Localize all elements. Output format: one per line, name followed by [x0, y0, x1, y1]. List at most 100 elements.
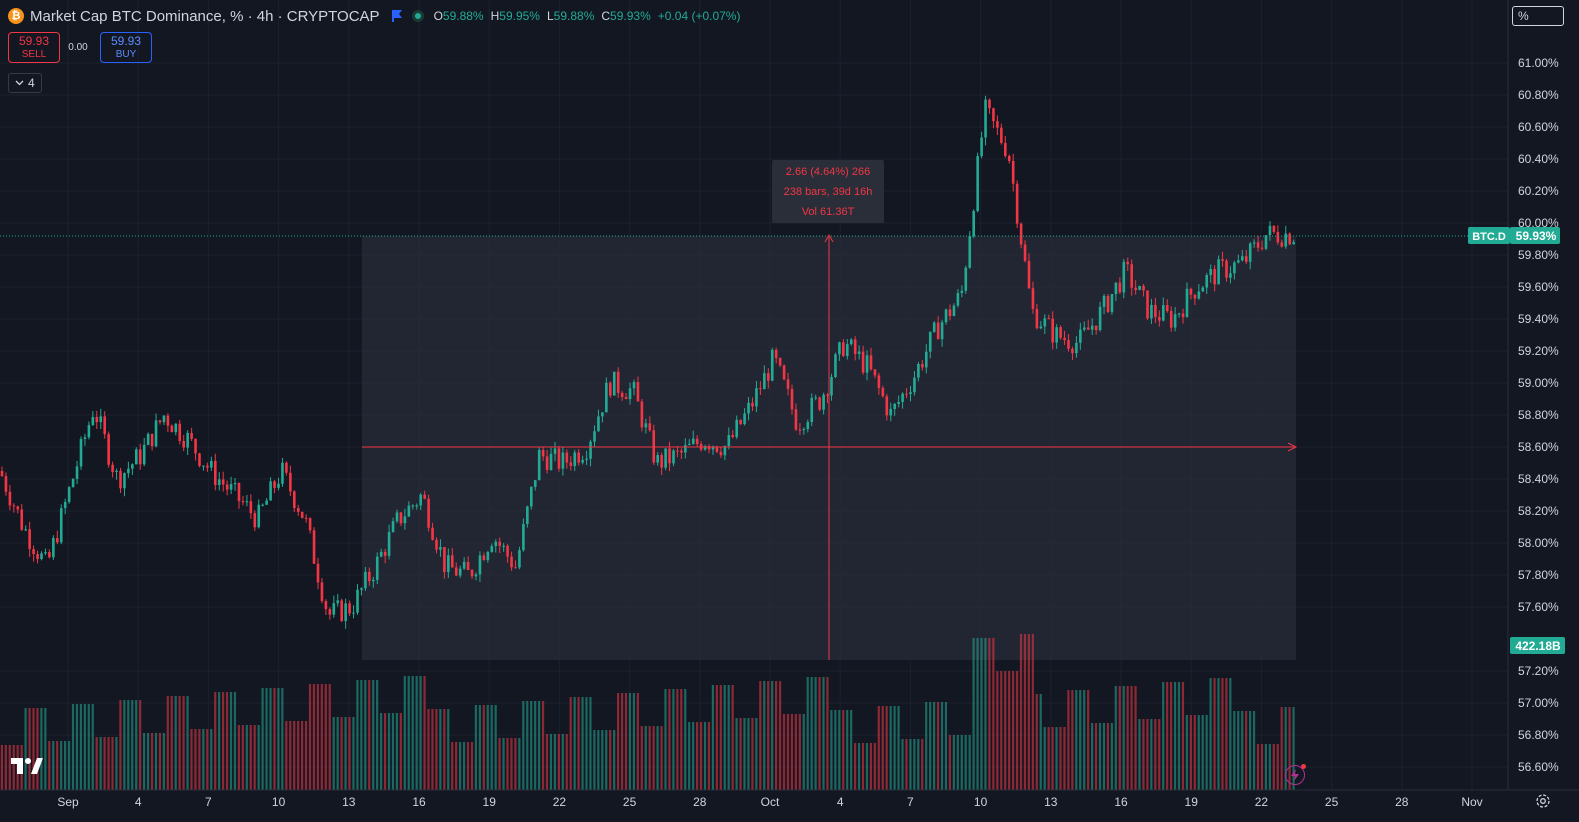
buy-button[interactable]: 59.93 BUY — [100, 32, 152, 63]
candle-body — [1158, 317, 1161, 321]
tradingview-logo-icon[interactable] — [11, 758, 43, 775]
volume-bar — [672, 689, 675, 790]
volume-bar — [1241, 711, 1244, 790]
volume-bar — [502, 738, 505, 790]
volume-bar — [245, 725, 248, 790]
candle-body — [383, 551, 387, 556]
candle-body — [16, 506, 20, 510]
volume-bar — [664, 689, 667, 790]
volume-bar — [656, 726, 659, 790]
candle-body — [857, 351, 861, 355]
candle-body — [1276, 231, 1280, 243]
candle-body — [1252, 242, 1256, 244]
candle-body — [1142, 285, 1145, 291]
volume-bar — [380, 713, 383, 790]
candle-body — [1083, 327, 1086, 330]
market-status-icon[interactable] — [411, 10, 424, 22]
volume-bar — [668, 689, 671, 790]
candle-body — [241, 501, 245, 503]
time-tick-label: 7 — [907, 795, 914, 809]
candle-body — [1284, 233, 1288, 247]
lightning-icon[interactable] — [1285, 764, 1306, 785]
volume-bar — [1201, 715, 1204, 790]
volume-bar — [526, 701, 529, 790]
volume-bar — [1114, 686, 1117, 790]
time-tick-label: 4 — [135, 795, 142, 809]
volume-bar — [869, 743, 872, 790]
candle-body — [63, 501, 67, 509]
candle-body — [684, 444, 687, 453]
candle-body — [577, 452, 580, 463]
volume-bar — [581, 697, 584, 790]
candle-body — [332, 603, 336, 615]
price-tick-label: 58.80% — [1518, 408, 1559, 422]
volume-bar — [727, 685, 730, 790]
volume-bar — [1122, 686, 1125, 790]
sell-button[interactable]: 59.93 SELL — [8, 32, 60, 63]
volume-bar — [324, 684, 327, 790]
candle-body — [48, 552, 51, 558]
candle-body — [814, 397, 817, 399]
volume-bar — [474, 705, 477, 790]
symbol-title[interactable]: Market Cap BTC Dominance, % · 4h · CRYPT… — [30, 7, 380, 25]
indicators-toggle-button[interactable]: 4 — [8, 73, 42, 93]
candle-body — [1071, 348, 1074, 354]
candle-body — [956, 293, 960, 306]
measure-tool — [362, 233, 1298, 660]
candle-body — [735, 419, 738, 438]
volume-bar — [241, 725, 244, 790]
volume-bar — [60, 741, 63, 790]
volume-bar — [1237, 711, 1240, 790]
volume-bar — [684, 689, 687, 790]
flag-icon[interactable] — [391, 10, 402, 22]
candle-body — [533, 480, 537, 487]
volume-bar — [1217, 678, 1220, 790]
candle-body — [324, 601, 328, 610]
candle-body — [1126, 261, 1130, 265]
candle-body — [1288, 233, 1291, 245]
candle-body — [834, 354, 837, 378]
volume-bar — [775, 681, 778, 790]
volume-bar — [818, 677, 821, 790]
volume-bar — [186, 696, 189, 790]
volume-bar — [597, 730, 600, 790]
candle-body — [135, 449, 138, 465]
ohlc-key: C — [601, 9, 611, 23]
volume-bar — [620, 693, 624, 790]
ohlc-values: O59.88% H59.95% L59.88% C59.93% +0.04 (+… — [434, 9, 741, 23]
volume-bar — [194, 729, 197, 790]
settings-gear-icon[interactable] — [1534, 792, 1552, 810]
volume-bar — [854, 743, 857, 790]
price-tick-label: 57.80% — [1518, 568, 1559, 582]
candle-body — [826, 394, 829, 396]
candle-body — [921, 363, 924, 368]
volume-bar — [735, 718, 738, 790]
candle-body — [1047, 318, 1051, 320]
volume-bar — [711, 685, 714, 790]
candle-body — [1205, 275, 1209, 288]
candle-body — [1138, 285, 1141, 291]
scale-mode-button[interactable]: % — [1512, 6, 1564, 26]
volume-bar — [1284, 707, 1287, 790]
volume-bar — [455, 742, 458, 790]
volume-bar — [308, 684, 312, 790]
candle-body — [403, 516, 407, 524]
volume-bar — [1102, 723, 1106, 790]
volume-bar — [715, 685, 718, 790]
volume-bar — [589, 697, 592, 790]
measure-bars: 238 bars, 39d 16h — [783, 185, 873, 198]
candle-body — [328, 609, 332, 615]
time-tick-label: 25 — [1325, 795, 1339, 809]
volume-bar — [198, 729, 201, 790]
volume-bar — [1209, 678, 1212, 790]
ohlc-high: H59.95% — [491, 9, 540, 23]
volume-bar — [316, 684, 319, 790]
candle-body — [182, 440, 185, 448]
candle-body — [715, 446, 719, 452]
candle-body — [206, 465, 209, 468]
volume-bar — [174, 696, 177, 790]
symbol-tag-bg — [1468, 227, 1510, 244]
price-tick-label: 57.20% — [1518, 664, 1559, 678]
volume-bar — [4, 745, 7, 790]
